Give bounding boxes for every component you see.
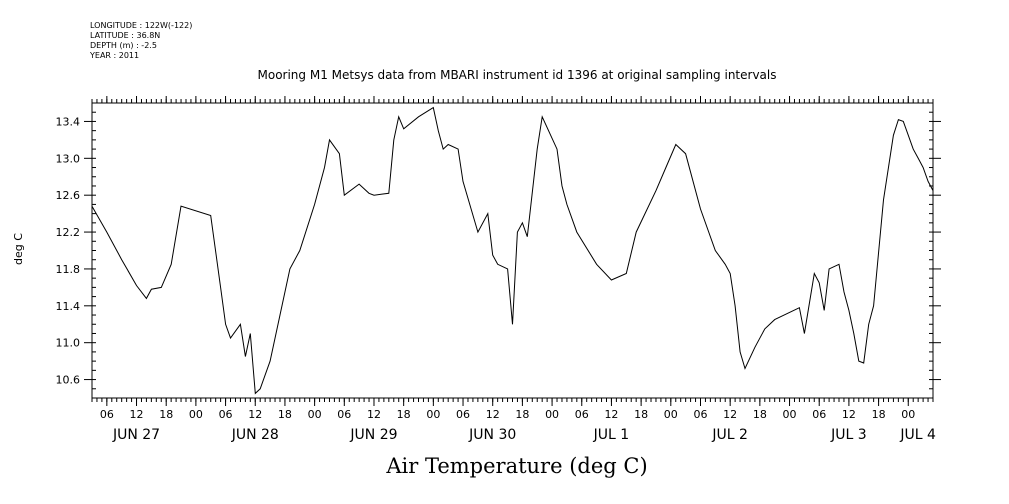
x-hour-tick-label: 06 [456, 408, 470, 421]
x-hour-tick-label: 18 [872, 408, 886, 421]
x-hour-tick-label: 12 [486, 408, 500, 421]
y-tick-label: 12.6 [56, 189, 81, 202]
x-hour-tick-label: 18 [634, 408, 648, 421]
x-day-tick-label: JUN 29 [349, 427, 397, 443]
x-hour-tick-label: 06 [575, 408, 589, 421]
y-tick-label: 12.2 [56, 226, 81, 239]
x-hour-tick-label: 06 [100, 408, 114, 421]
y-tick-label: 11.4 [56, 300, 81, 313]
x-hour-tick-label: 06 [693, 408, 707, 421]
x-day-tick-label: JUL 2 [711, 427, 748, 443]
x-hour-tick-label: 00 [189, 408, 203, 421]
latitude-label: LATITUDE : 36.8N [90, 31, 161, 40]
y-tick-label: 11.0 [56, 337, 81, 350]
x-hour-tick-label: 06 [219, 408, 233, 421]
x-hour-tick-label: 18 [753, 408, 767, 421]
x-day-tick-label: JUN 28 [231, 427, 279, 443]
y-tick-label: 13.0 [56, 152, 81, 165]
x-day-tick-label: JUN 30 [468, 427, 516, 443]
x-day-tick-label: JUL 1 [593, 427, 630, 443]
x-hour-tick-label: 00 [308, 408, 322, 421]
longitude-label: LONGITUDE : 122W(-122) [90, 21, 193, 30]
x-day-tick-label: JUL 4 [899, 427, 936, 443]
x-day-tick-label: JUL 3 [830, 427, 867, 443]
x-axis-title: Air Temperature (deg C) [386, 454, 648, 478]
x-hour-tick-label: 06 [337, 408, 351, 421]
metadata-block: LONGITUDE : 122W(-122) LATITUDE : 36.8N … [90, 21, 192, 61]
x-hour-tick-label: 12 [723, 408, 737, 421]
x-hour-tick-label: 18 [278, 408, 292, 421]
y-tick-label: 13.4 [56, 115, 81, 128]
plot-frame [91, 102, 934, 399]
x-hour-tick-label: 00 [545, 408, 559, 421]
x-hour-tick-label: 18 [397, 408, 411, 421]
x-hour-tick-label: 12 [367, 408, 381, 421]
x-hour-tick-label: 00 [901, 408, 915, 421]
x-hour-tick-label: 00 [664, 408, 678, 421]
y-tick-label: 11.8 [56, 263, 81, 276]
x-hour-tick-label: 12 [604, 408, 618, 421]
x-hour-tick-label: 00 [783, 408, 797, 421]
x-hour-tick-label: 18 [159, 408, 173, 421]
temperature-series-line [91, 106, 934, 395]
x-day-tick-label: JUN 27 [112, 427, 160, 443]
chart-title: Mooring M1 Metsys data from MBARI instru… [257, 68, 777, 82]
x-hour-tick-label: 12 [130, 408, 144, 421]
x-hour-tick-label: 18 [515, 408, 529, 421]
y-tick-label: 10.6 [56, 374, 81, 387]
x-hour-tick-label: 12 [842, 408, 856, 421]
x-hour-tick-label: 00 [426, 408, 440, 421]
depth-label: DEPTH (m) : -2.5 [90, 41, 157, 50]
x-hour-tick-label: 12 [248, 408, 262, 421]
x-hour-tick-label: 06 [812, 408, 826, 421]
year-label: YEAR : 2011 [90, 51, 140, 60]
